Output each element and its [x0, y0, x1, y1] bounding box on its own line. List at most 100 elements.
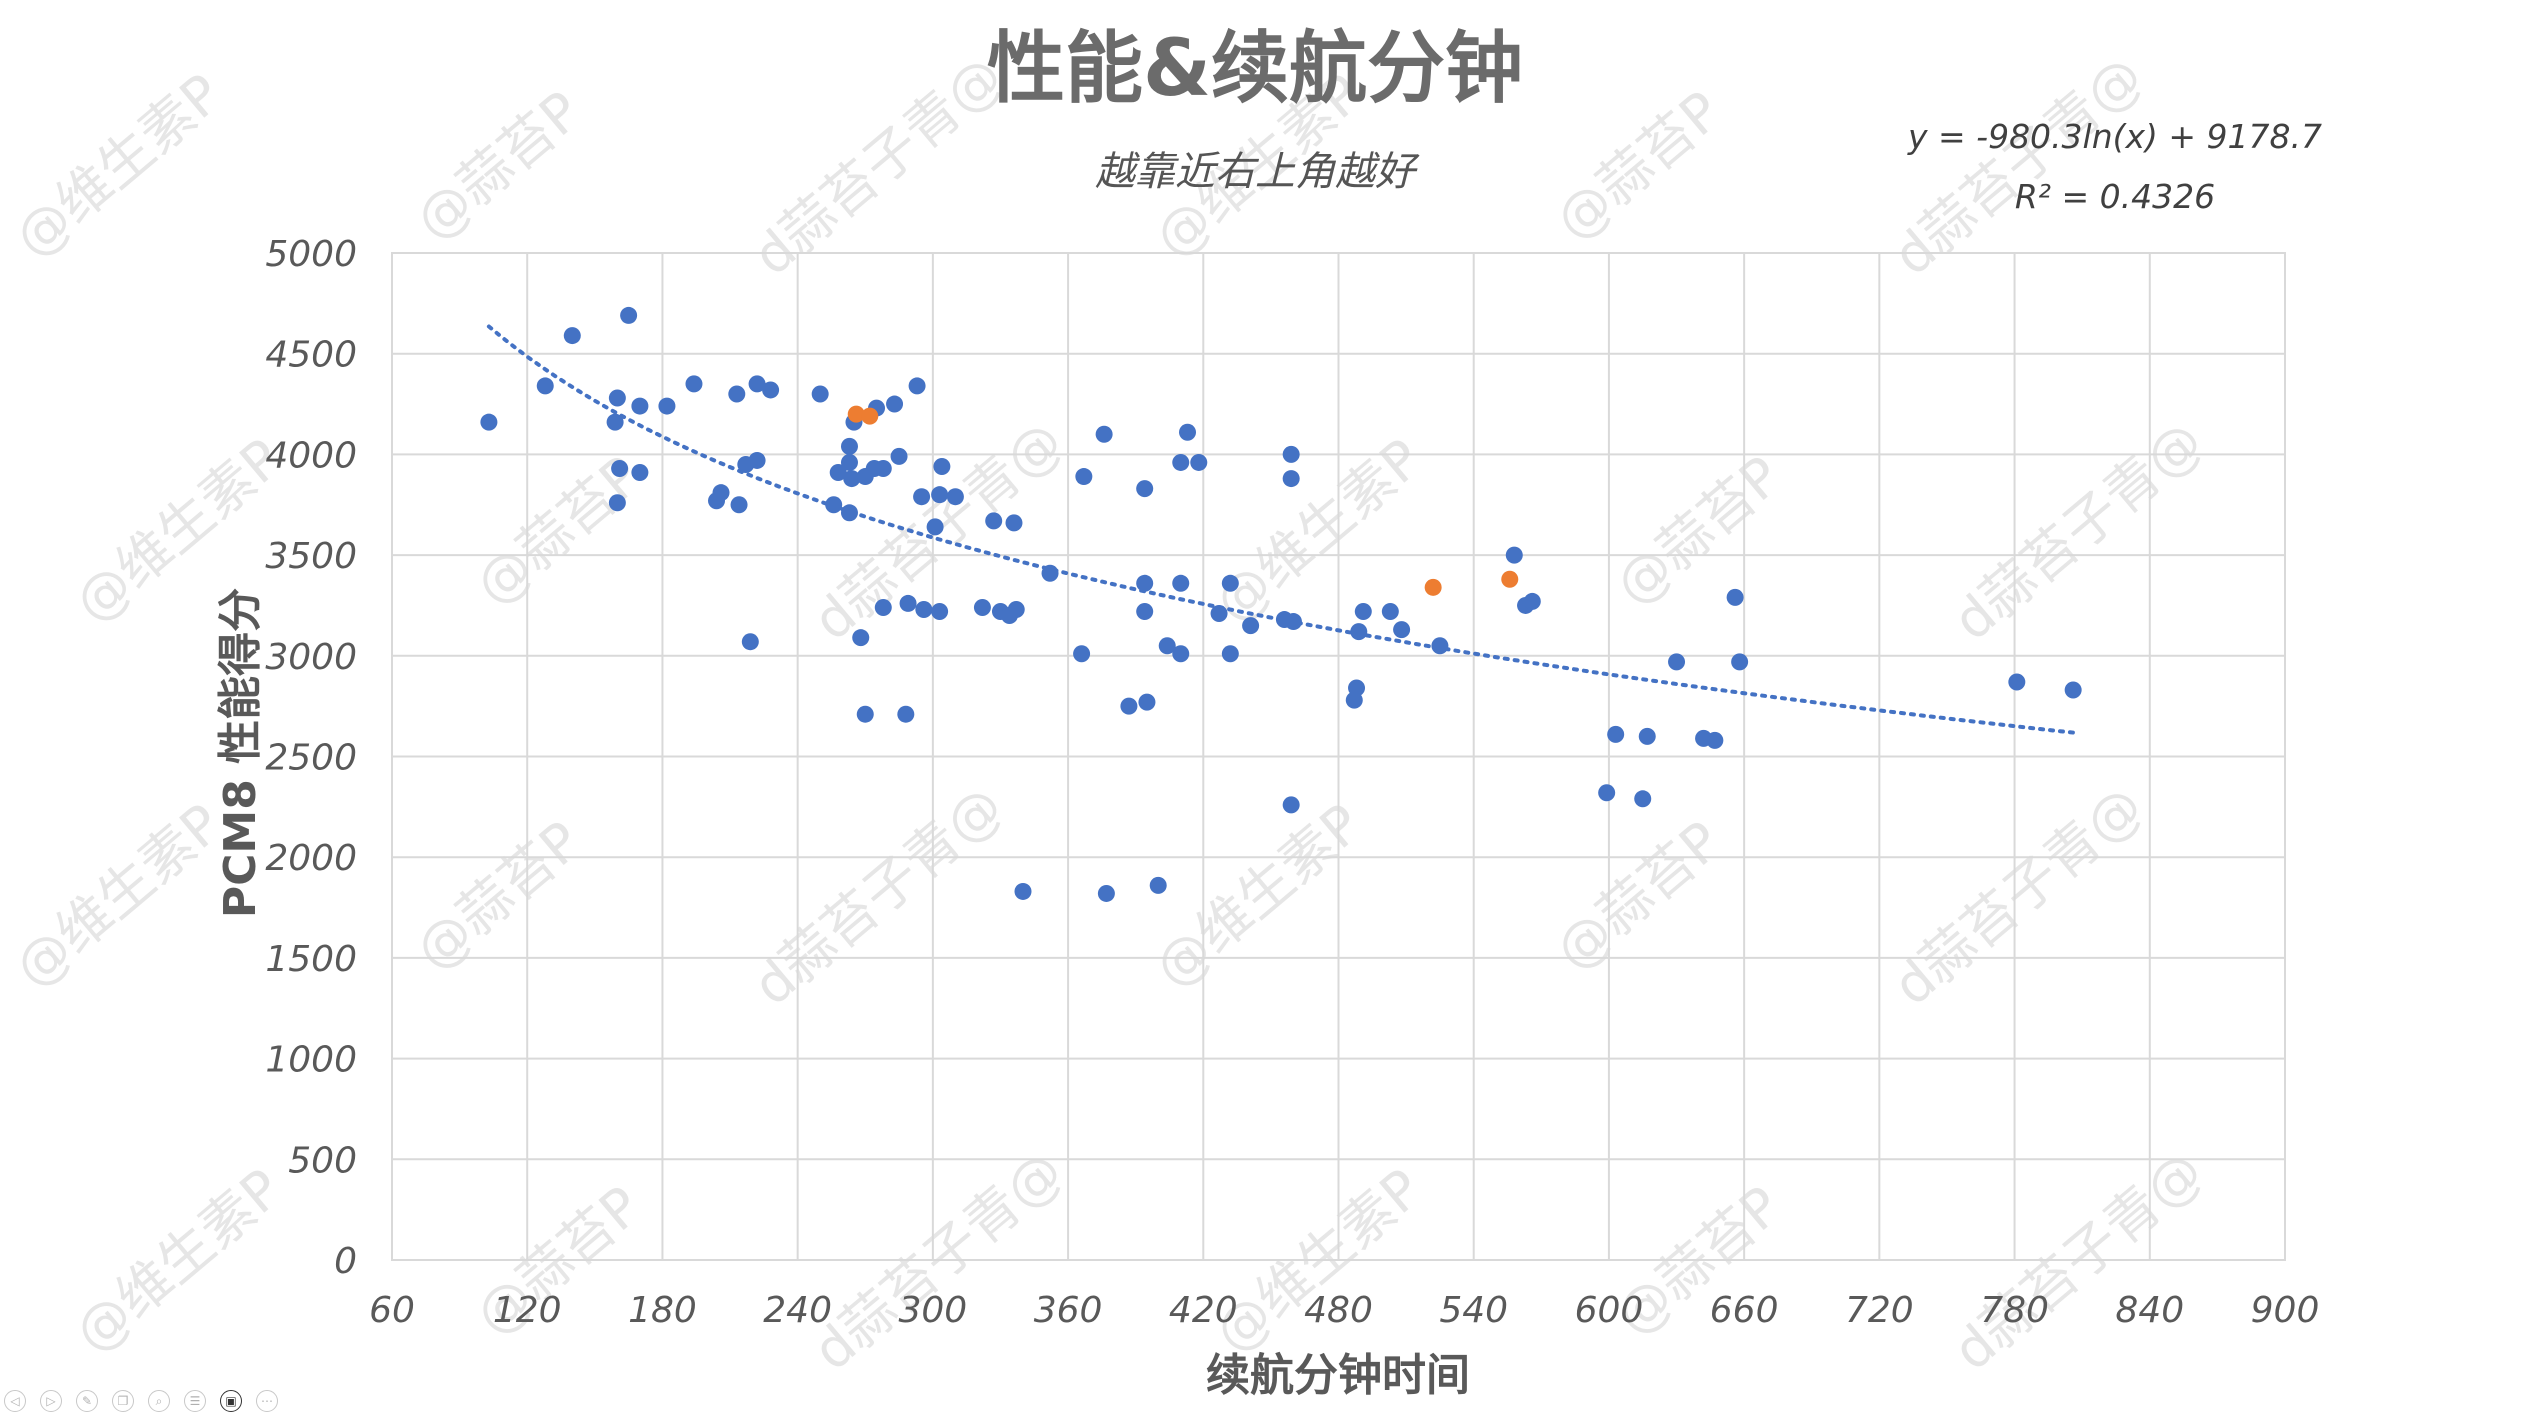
- data-point: [1172, 574, 1190, 592]
- data-point: [1210, 605, 1228, 623]
- data-point: [608, 389, 626, 407]
- more-icon[interactable]: ⋯: [256, 1390, 278, 1412]
- data-point: [856, 705, 874, 723]
- data-point: [1149, 876, 1167, 894]
- watermark-text: @维生素P: [1203, 427, 1434, 635]
- data-point: [811, 385, 829, 403]
- x-tick-label: 720: [1845, 1290, 1914, 1331]
- data-point: [897, 705, 915, 723]
- data-point: [2008, 673, 2026, 691]
- data-point: [1136, 480, 1154, 498]
- copy-icon[interactable]: ❐: [112, 1390, 134, 1412]
- data-point: [1731, 653, 1749, 671]
- data-point: [1179, 423, 1197, 441]
- data-point: [1136, 602, 1154, 620]
- watermark-text: @蒜苔P: [1543, 79, 1733, 252]
- data-point: [852, 629, 870, 647]
- x-tick-label: 240: [763, 1290, 832, 1331]
- data-point: [1381, 602, 1399, 620]
- data-point: [762, 381, 780, 399]
- data-point: [2064, 681, 2082, 699]
- watermark-text: @蒜苔P: [1603, 444, 1793, 617]
- y-tick-label: 2000: [265, 838, 357, 879]
- data-point: [1120, 697, 1138, 715]
- x-axis-title: 续航分钟时间: [1206, 1350, 1470, 1401]
- data-point: [563, 327, 581, 345]
- data-point: [1668, 653, 1686, 671]
- y-tick-labels: 0 500 1000 1500 2000 2500 3000 3500 4000 4500 5000: [265, 234, 357, 1282]
- x-tick-label: 900: [2251, 1290, 2320, 1331]
- y-tick-label: 2500: [265, 738, 357, 779]
- data-point: [1282, 445, 1300, 463]
- x-tick-label: 300: [898, 1290, 967, 1331]
- data-point: [913, 488, 931, 506]
- x-tick-label: 840: [2115, 1290, 2184, 1331]
- data-point: [1158, 637, 1176, 655]
- data-point: [1607, 725, 1625, 743]
- data-point: [658, 397, 676, 415]
- data-point: [1505, 546, 1523, 564]
- data-point: [685, 375, 703, 393]
- data-point: [1726, 588, 1744, 606]
- data-point: [1523, 592, 1541, 610]
- next-icon[interactable]: ▷: [40, 1390, 62, 1412]
- data-point: [1041, 564, 1059, 582]
- data-point: [1095, 425, 1113, 443]
- data-points: [480, 306, 2082, 902]
- data-point: [933, 457, 951, 475]
- list-icon[interactable]: ☰: [184, 1390, 206, 1412]
- plot-area-frame: [391, 252, 2286, 1261]
- data-point: [1282, 470, 1300, 488]
- highlight-data-point: [1501, 570, 1519, 588]
- highlight-data-point: [847, 405, 865, 423]
- prev-icon[interactable]: ◁: [4, 1390, 26, 1412]
- data-point: [840, 504, 858, 522]
- data-point: [741, 633, 759, 651]
- data-point: [886, 395, 904, 413]
- data-point: [631, 464, 649, 482]
- data-point: [748, 375, 766, 393]
- pen-icon[interactable]: ✎: [76, 1390, 98, 1412]
- data-point: [840, 437, 858, 455]
- data-point: [874, 459, 892, 477]
- y-tick-label: 0: [334, 1241, 357, 1282]
- watermark-text: @维生素P: [63, 1157, 294, 1365]
- x-tick-label: 180: [628, 1290, 697, 1331]
- x-tick-label: 540: [1439, 1290, 1508, 1331]
- x-tick-label: 600: [1575, 1290, 1644, 1331]
- y-tick-label: 4500: [265, 335, 357, 376]
- data-point: [1706, 731, 1724, 749]
- data-point: [840, 453, 858, 471]
- video-icon[interactable]: ▣: [220, 1390, 242, 1412]
- y-tick-label: 3500: [265, 536, 357, 577]
- watermark-text: d蒜苔子青@: [741, 44, 1015, 288]
- data-point: [931, 486, 949, 504]
- data-point: [890, 447, 908, 465]
- watermark-text: d蒜苔子青@: [741, 774, 1015, 1018]
- data-point: [730, 496, 748, 514]
- data-point: [1350, 623, 1368, 641]
- data-point: [908, 377, 926, 395]
- data-point: [1138, 693, 1156, 711]
- data-point: [536, 377, 554, 395]
- watermark-text: @维生素P: [3, 792, 234, 1000]
- data-point: [1073, 645, 1091, 663]
- y-tick-label: 4000: [265, 435, 357, 476]
- watermark-text: @蒜苔P: [1543, 809, 1733, 982]
- y-tick-label: 500: [288, 1140, 357, 1181]
- data-point: [631, 397, 649, 415]
- watermark-text: @维生素P: [3, 62, 234, 270]
- data-point: [825, 496, 843, 514]
- data-point: [1393, 621, 1411, 639]
- data-point: [1242, 617, 1260, 635]
- zoom-icon[interactable]: ⌕: [148, 1390, 170, 1412]
- data-point: [1221, 574, 1239, 592]
- x-tick-label: 60: [369, 1290, 415, 1331]
- data-point: [480, 413, 498, 431]
- data-point: [1638, 727, 1656, 745]
- y-tick-label: 3000: [265, 637, 357, 678]
- data-point: [843, 470, 861, 488]
- data-point: [608, 494, 626, 512]
- data-point: [1284, 613, 1302, 631]
